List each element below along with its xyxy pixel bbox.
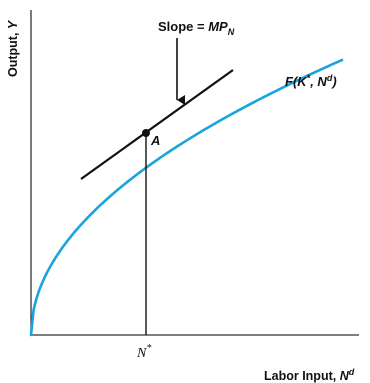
x-axis-label: Labor Input, Nd	[264, 367, 355, 383]
n-star-label: N*	[136, 343, 151, 361]
point-a	[142, 129, 150, 137]
point-a-label: A	[150, 133, 160, 148]
curve-label: F(K*, Nd)	[285, 73, 337, 89]
y-axis-label: Output, Y	[6, 19, 20, 77]
tangent-line	[80, 69, 234, 180]
production-curve	[29, 58, 344, 337]
slope-label: Slope = MPN	[158, 19, 235, 37]
